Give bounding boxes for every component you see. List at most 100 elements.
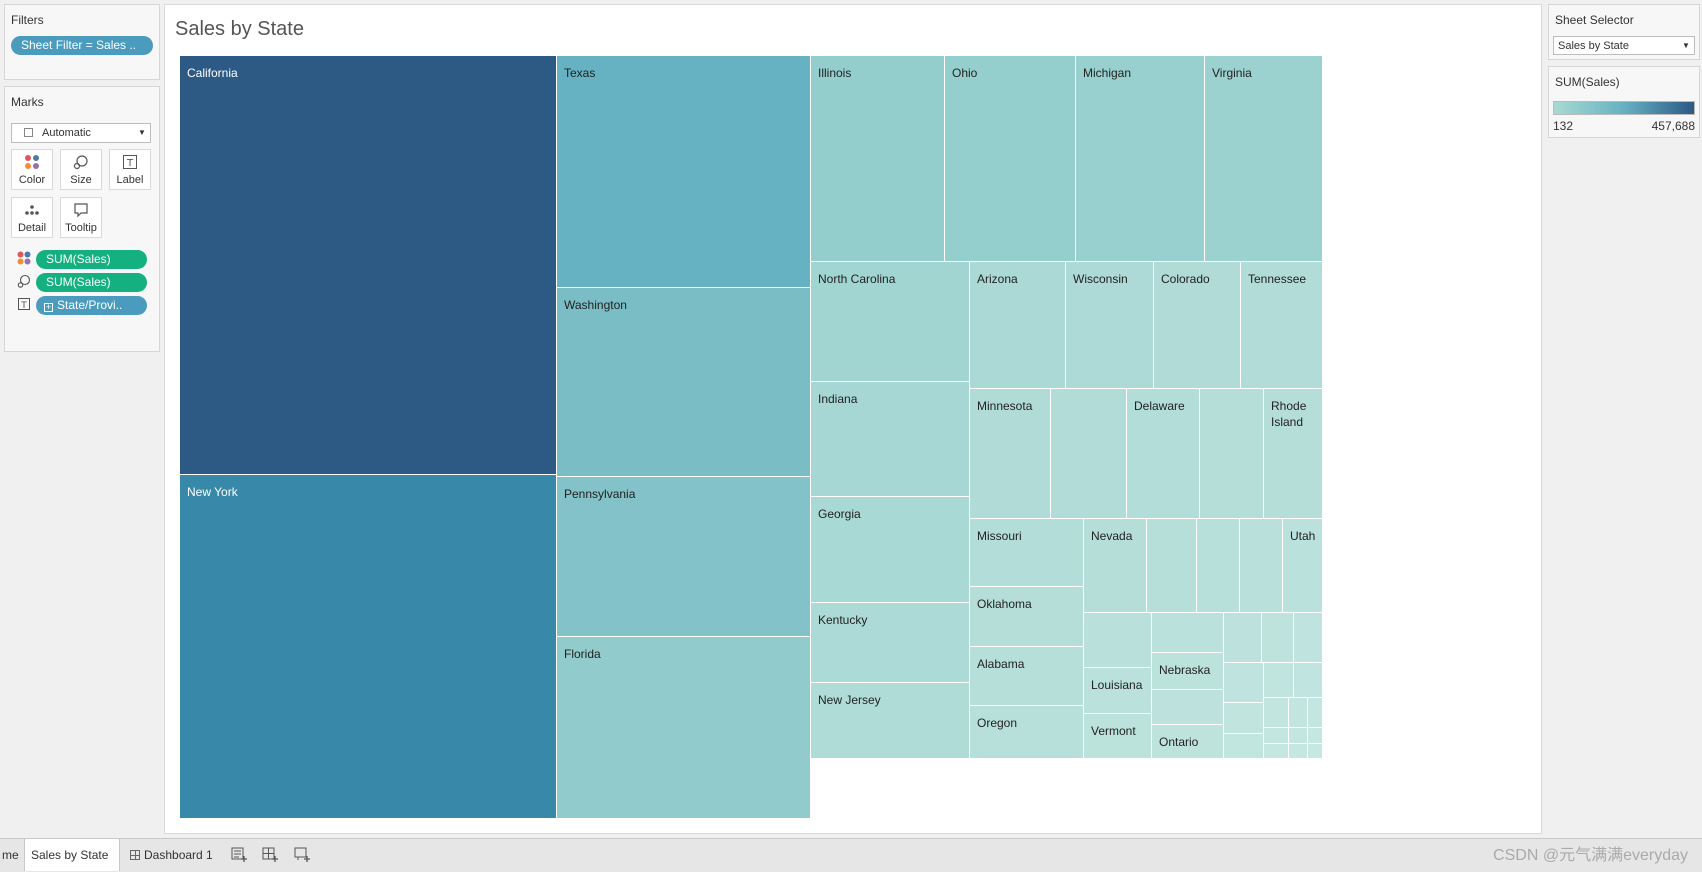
tab-sales-by-state[interactable]: Sales by State (24, 839, 120, 871)
treemap-tile-label: Illinois (818, 66, 852, 80)
treemap-tile-michigan[interactable]: Michigan (1076, 56, 1205, 262)
color-field-pill[interactable]: SUM(Sales) (36, 250, 147, 269)
treemap-tile-label: Rhode Island (1271, 399, 1307, 429)
svg-text:T: T (126, 158, 134, 169)
treemap-tile-label: Washington (564, 298, 627, 312)
treemap-tile-label: North Carolina (818, 272, 896, 286)
treemap-tile-missouri[interactable]: Missouri (970, 519, 1084, 587)
treemap-tile-oregon[interactable]: Oregon (970, 706, 1084, 759)
treemap-tile-north-carolina[interactable]: North Carolina (811, 262, 970, 382)
chevron-down-icon: ▼ (138, 128, 146, 137)
treemap-tile-unlabeled-53[interactable] (1308, 728, 1323, 744)
treemap-tile-unlabeled-20[interactable] (1051, 389, 1127, 519)
treemap-tile-virginia[interactable]: Virginia (1205, 56, 1323, 262)
treemap-tile-unlabeled-46[interactable] (1224, 703, 1264, 734)
tab-dashboard-label: Dashboard 1 (144, 848, 213, 862)
detail-button[interactable]: Detail (11, 197, 53, 238)
treemap-tile-unlabeled-49[interactable] (1289, 698, 1308, 728)
treemap-tile-georgia[interactable]: Georgia (811, 497, 970, 603)
label-button-label: Label (116, 174, 144, 186)
chevron-down-icon: ▼ (1682, 41, 1690, 50)
treemap-tile-unlabeled-31[interactable] (1240, 519, 1283, 613)
mark-type-dropdown[interactable]: Automatic ▼ (11, 123, 151, 143)
detail-dots-icon (12, 202, 52, 222)
treemap-tile-delaware[interactable]: Delaware (1127, 389, 1200, 519)
size-field-icon (17, 274, 31, 293)
size-field-pill[interactable]: SUM(Sales) (36, 273, 147, 292)
treemap-tile-new-jersey[interactable]: New Jersey (811, 683, 970, 759)
treemap-tile-unlabeled-48[interactable] (1264, 698, 1289, 728)
tooltip-button[interactable]: Tooltip (60, 197, 102, 238)
treemap-tile-label: Nebraska (1159, 663, 1211, 677)
treemap-tile-kentucky[interactable]: Kentucky (811, 603, 970, 683)
treemap-tile-arizona[interactable]: Arizona (970, 262, 1066, 389)
treemap-tile-indiana[interactable]: Indiana (811, 382, 970, 497)
treemap-tile-louisiana[interactable]: Louisiana (1084, 668, 1152, 714)
new-dashboard-icon[interactable] (258, 845, 282, 867)
treemap-tile-washington[interactable]: Washington (557, 288, 811, 477)
sheet-filter-pill[interactable]: Sheet Filter = Sales .. (11, 36, 153, 55)
treemap-tile-nevada[interactable]: Nevada (1084, 519, 1147, 613)
new-worksheet-icon[interactable] (227, 845, 251, 867)
label-field-text: State/Provi.. (57, 298, 123, 312)
legend-gradient[interactable] (1553, 101, 1695, 115)
treemap-tile-illinois[interactable]: Illinois (811, 56, 945, 262)
treemap-tile-rhode-island[interactable]: Rhode Island (1264, 389, 1323, 519)
treemap-tile-unlabeled-38[interactable] (1152, 690, 1224, 725)
treemap-tile-unlabeled-52[interactable] (1289, 728, 1308, 744)
treemap-tile-unlabeled-29[interactable] (1147, 519, 1197, 613)
treemap-tile-unlabeled-40[interactable] (1224, 613, 1262, 663)
treemap-tile-label: Oklahoma (977, 597, 1032, 611)
treemap-tile-label: Wisconsin (1073, 272, 1128, 286)
tab-dashboard-1[interactable]: Dashboard 1 (124, 839, 224, 871)
treemap-tile-wisconsin[interactable]: Wisconsin (1066, 262, 1154, 389)
treemap-tile-ontario[interactable]: Ontario (1152, 725, 1224, 759)
treemap-tile-unlabeled-45[interactable] (1294, 663, 1323, 698)
treemap-tile-nebraska[interactable]: Nebraska (1152, 653, 1224, 690)
new-story-icon[interactable] (290, 845, 314, 867)
treemap-tile-tennessee[interactable]: Tennessee (1241, 262, 1323, 389)
treemap-tile-unlabeled-41[interactable] (1262, 613, 1294, 663)
treemap-tile-vermont[interactable]: Vermont (1084, 714, 1152, 759)
size-button[interactable]: Size (60, 149, 102, 190)
treemap-tile-unlabeled-43[interactable] (1224, 663, 1264, 703)
treemap-tile-minnesota[interactable]: Minnesota (970, 389, 1051, 519)
sheet-selector-card: Sheet Selector Sales by State ▼ (1548, 4, 1700, 60)
treemap-tile-label: Florida (564, 647, 601, 661)
treemap-tile-unlabeled-22[interactable] (1200, 389, 1264, 519)
treemap-tile-label: Utah (1290, 529, 1316, 543)
treemap-tile-pennsylvania[interactable]: Pennsylvania (557, 477, 811, 637)
treemap-tile-unlabeled-44[interactable] (1264, 663, 1294, 698)
treemap-tile-label: Indiana (818, 392, 858, 406)
treemap-tile-unlabeled-50[interactable] (1308, 698, 1323, 728)
tab-partial[interactable]: me (2, 848, 19, 862)
tooltip-button-label: Tooltip (65, 222, 97, 234)
sheet-selector-dropdown[interactable]: Sales by State ▼ (1553, 36, 1695, 55)
color-button[interactable]: Color (11, 149, 53, 190)
treemap-tile-alabama[interactable]: Alabama (970, 647, 1084, 706)
label-field-pill[interactable]: + State/Provi.. (36, 296, 147, 315)
treemap-tile-new-york[interactable]: New York (180, 475, 557, 819)
treemap-tile-label: Virginia (1212, 66, 1252, 80)
color-dots-icon (12, 154, 52, 174)
treemap-tile-unlabeled-30[interactable] (1197, 519, 1240, 613)
treemap-tile-unlabeled-47[interactable] (1224, 734, 1264, 759)
treemap-tile-ohio[interactable]: Ohio (945, 56, 1076, 262)
treemap-tile-label: Nevada (1091, 529, 1133, 543)
treemap-tile-unlabeled-36[interactable] (1152, 613, 1224, 653)
treemap-tile-texas[interactable]: Texas (557, 56, 811, 288)
treemap-tile-unlabeled-33[interactable] (1084, 613, 1152, 668)
treemap-tile-unlabeled-54[interactable] (1264, 744, 1289, 759)
treemap-tile-unlabeled-56[interactable] (1308, 744, 1323, 759)
treemap-tile-colorado[interactable]: Colorado (1154, 262, 1241, 389)
treemap-tile-unlabeled-55[interactable] (1289, 744, 1308, 759)
treemap-tile-label: Georgia (818, 507, 861, 521)
treemap-tile-unlabeled-42[interactable] (1294, 613, 1323, 663)
treemap-tile-florida[interactable]: Florida (557, 637, 811, 819)
treemap-tile-utah[interactable]: Utah (1283, 519, 1323, 613)
treemap-tile-california[interactable]: California (180, 56, 557, 475)
watermark: CSDN @元气满满everyday (1493, 847, 1688, 864)
treemap-tile-oklahoma[interactable]: Oklahoma (970, 587, 1084, 647)
label-button[interactable]: T Label (109, 149, 151, 190)
treemap-tile-unlabeled-51[interactable] (1264, 728, 1289, 744)
